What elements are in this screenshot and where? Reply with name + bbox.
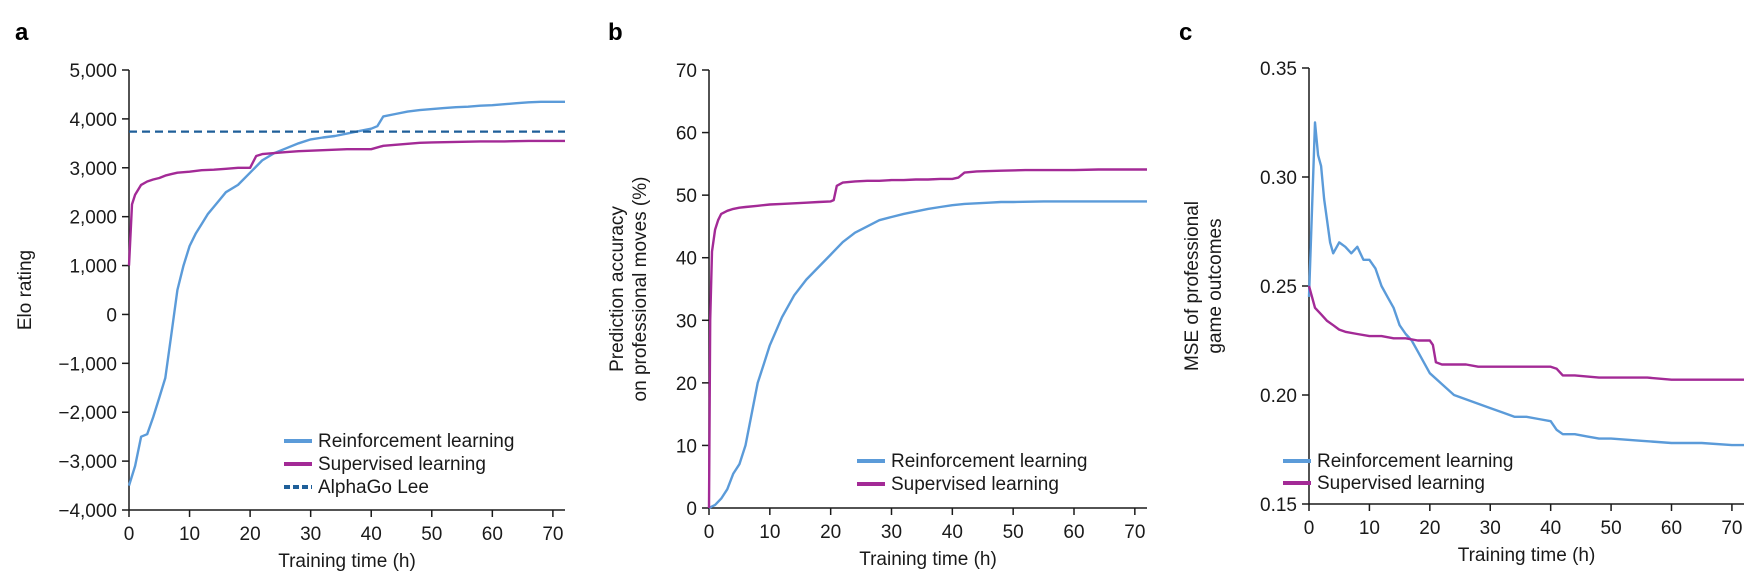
panel-b: b 0 10 20 30 40 50 60 70 0 10 20 30 40 50 60 70 Training … — [607, 19, 1147, 570]
x-tick-label: 50 — [1003, 522, 1024, 543]
y-tick-label: −2,000 — [58, 403, 117, 424]
series-line-supervised-learning — [1307, 285, 1744, 381]
y-axis-title: Elo rating — [15, 250, 36, 330]
x-tick-label: 60 — [1661, 518, 1682, 539]
legend-label: AlphaGo Lee — [318, 477, 429, 498]
y-tick-label: 50 — [676, 186, 697, 207]
y-axis-title-line: on professional moves (%) — [630, 177, 651, 402]
x-tick-label: 10 — [759, 522, 780, 543]
y-tick-label: 60 — [676, 124, 697, 145]
x-tick-label: 70 — [1124, 522, 1145, 543]
panel-c: c 0.15 0.20 0.25 0.30 0.35 0 10 20 30 40 50 60 70 Trai… — [1179, 19, 1744, 566]
y-tick-label: 10 — [676, 436, 697, 457]
series-line-supervised-learning — [127, 139, 565, 266]
legend-label: Supervised learning — [1317, 473, 1485, 494]
y-tick-label: 30 — [676, 311, 697, 332]
x-axis-title: Training time (h) — [1458, 545, 1596, 566]
x-axis-title: Training time (h) — [859, 549, 997, 570]
y-tick-label: 40 — [676, 249, 697, 270]
x-axis-title: Training time (h) — [278, 551, 416, 572]
y-tick-label: 0.20 — [1260, 386, 1297, 407]
x-tick-label: 20 — [240, 524, 261, 545]
y-tick-label: 0 — [106, 305, 117, 326]
y-axis-title-line: MSE of professional — [1182, 201, 1203, 371]
x-tick-label: 10 — [179, 524, 200, 545]
panel-letter: c — [1179, 19, 1192, 46]
x-tick-label: 0 — [704, 522, 715, 543]
x-tick-label: 30 — [1480, 518, 1501, 539]
y-tick-label: 3,000 — [69, 159, 117, 180]
series-line-reinforcement-learning — [127, 100, 565, 486]
y-tick-label: 2,000 — [69, 208, 117, 229]
legend-label: Supervised learning — [891, 474, 1059, 495]
legend-label: Reinforcement learning — [891, 451, 1087, 472]
y-tick-label: −1,000 — [58, 354, 117, 375]
series-line-supervised-learning — [707, 168, 1147, 509]
x-tick-label: 50 — [421, 524, 442, 545]
y-tick-label: 20 — [676, 374, 697, 395]
panel-letter: b — [608, 19, 623, 46]
x-tick-label: 70 — [542, 524, 563, 545]
x-tick-label: 20 — [1419, 518, 1440, 539]
y-axis-title-line: game outcomes — [1205, 218, 1226, 353]
x-tick-label: 40 — [942, 522, 963, 543]
y-tick-label: 70 — [676, 61, 697, 82]
y-axis-title: MSE of professional game outcomes — [1182, 201, 1226, 371]
y-tick-label: 0.15 — [1260, 495, 1297, 516]
panel-a: a −4,000 −3,000 −2,000 −1,000 0 1,000 2,000 3,00… — [15, 19, 565, 572]
y-tick-label: −4,000 — [58, 501, 117, 522]
panel-letter: a — [15, 19, 29, 46]
y-tick-label: 0.30 — [1260, 168, 1297, 189]
series-line-reinforcement-learning — [708, 200, 1147, 510]
x-tick-label: 0 — [1304, 518, 1315, 539]
series-line-reinforcement-learning — [1307, 121, 1744, 447]
x-tick-label: 40 — [1540, 518, 1561, 539]
y-axis-title-line: Prediction accuracy — [607, 206, 628, 372]
y-tick-label: 0.25 — [1260, 277, 1297, 298]
legend-label: Reinforcement learning — [318, 431, 514, 452]
x-tick-label: 60 — [1063, 522, 1084, 543]
y-tick-label: 4,000 — [69, 110, 117, 131]
x-tick-label: 30 — [300, 524, 321, 545]
y-axis-title: Prediction accuracy on professional moves… — [607, 177, 651, 402]
y-tick-label: 0 — [686, 499, 697, 520]
y-tick-label: −3,000 — [58, 452, 117, 473]
x-tick-label: 10 — [1359, 518, 1380, 539]
y-tick-label: 5,000 — [69, 61, 117, 82]
y-axis-title-line: Elo rating — [15, 250, 36, 330]
legend-label: Supervised learning — [318, 454, 486, 475]
x-tick-label: 0 — [124, 524, 135, 545]
legend-label: Reinforcement learning — [1317, 451, 1513, 472]
y-tick-label: 1,000 — [69, 257, 117, 278]
x-tick-label: 30 — [881, 522, 902, 543]
x-tick-label: 40 — [361, 524, 382, 545]
y-tick-label: 0.35 — [1260, 59, 1297, 80]
x-tick-label: 50 — [1601, 518, 1622, 539]
x-tick-label: 20 — [820, 522, 841, 543]
x-tick-label: 60 — [482, 524, 503, 545]
x-tick-label: 70 — [1721, 518, 1742, 539]
